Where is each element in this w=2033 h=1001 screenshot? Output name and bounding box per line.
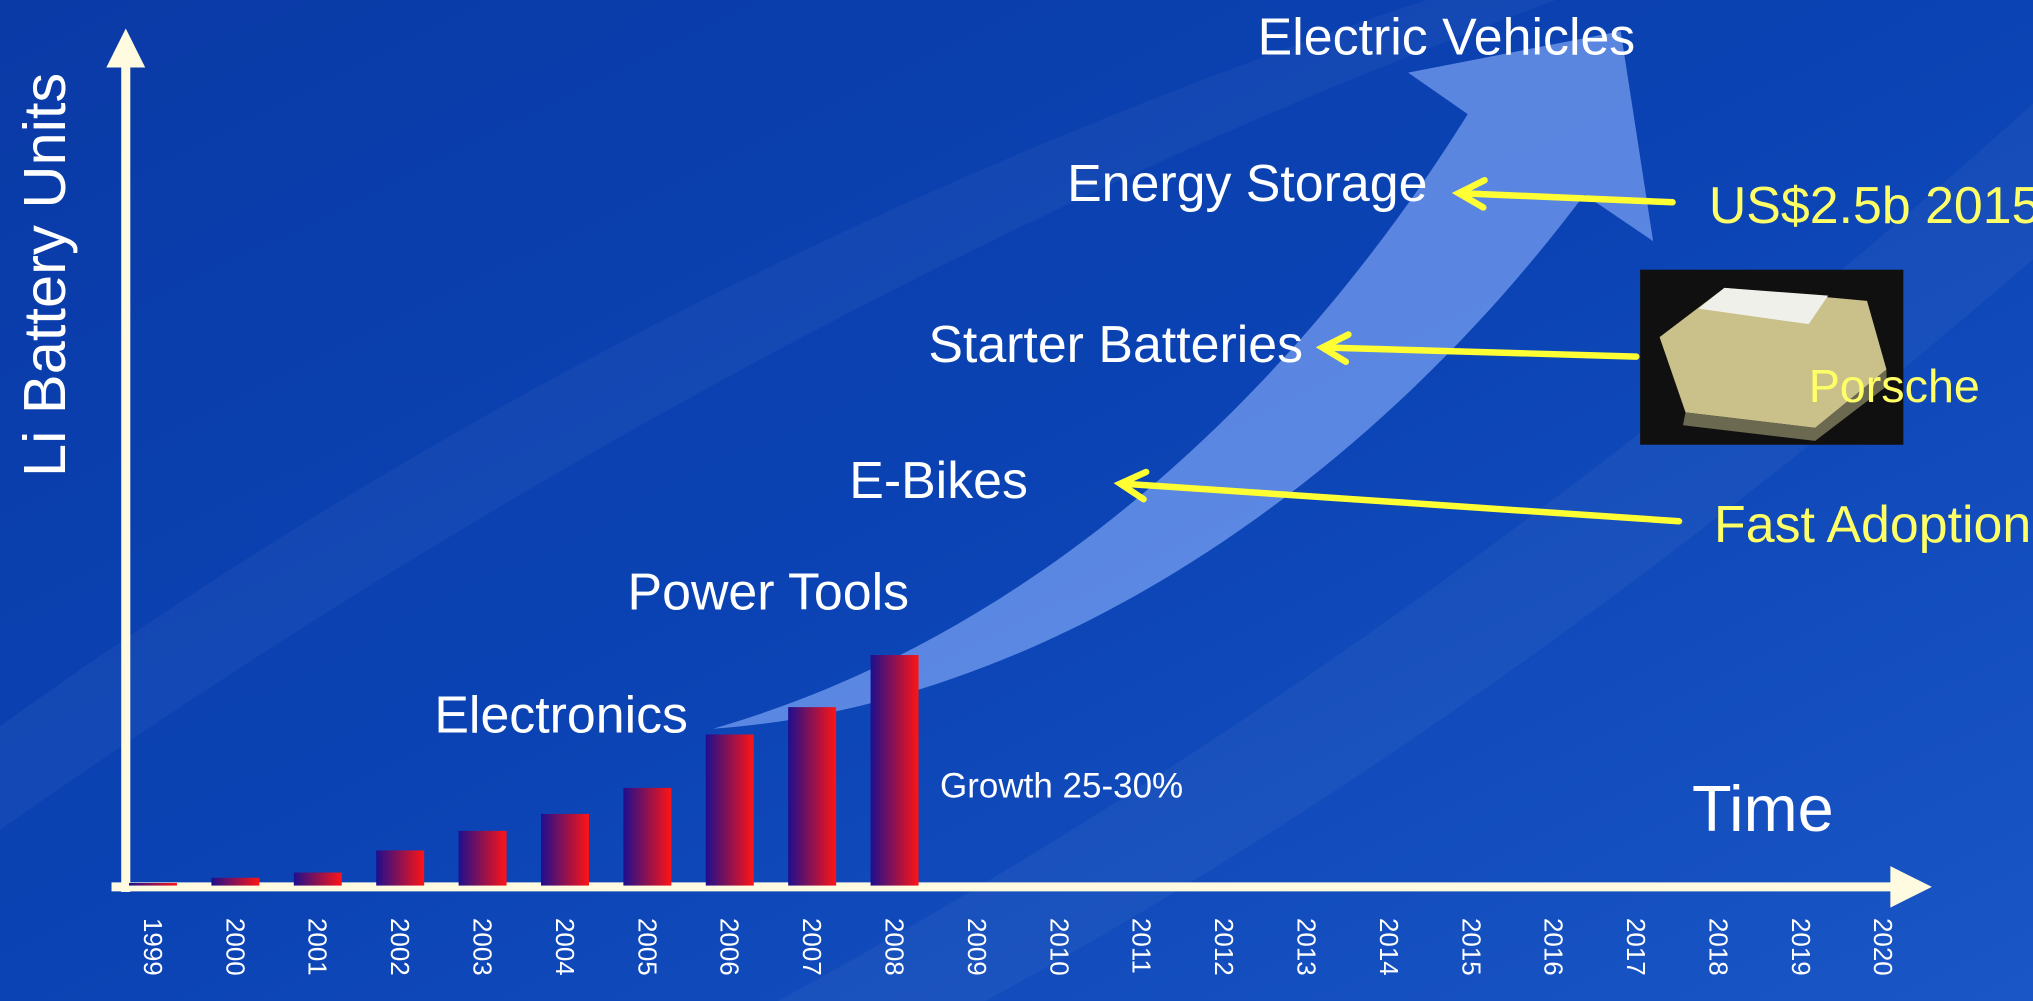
callout-arrow — [1321, 344, 1640, 360]
bar — [705, 734, 754, 886]
x-tick-label: 2019 — [1786, 918, 1814, 976]
x-tick-label: 2005 — [632, 918, 660, 976]
bar — [211, 877, 260, 886]
annotation: Energy Storage — [1067, 154, 1427, 212]
callout: Porsche — [1809, 360, 1980, 412]
x-tick-label: 2002 — [385, 918, 413, 976]
bar — [870, 655, 919, 886]
x-tick-label: 2009 — [962, 918, 990, 976]
x-tick-label: 2008 — [879, 918, 907, 976]
y-axis-label: Li Battery Units — [11, 73, 78, 477]
bar — [376, 850, 425, 886]
bar — [623, 787, 672, 886]
x-tick-label: 2018 — [1703, 918, 1731, 976]
battery-label — [1698, 287, 1829, 325]
bar — [458, 830, 507, 886]
callout-arrows — [1113, 177, 1683, 525]
x-tick-label: 2015 — [1456, 918, 1484, 976]
callout-arrowhead — [1451, 177, 1488, 211]
x-tick-label: 2013 — [1291, 918, 1319, 976]
x-tick-label: 2004 — [550, 918, 578, 976]
x-tick-label: 2020 — [1868, 918, 1896, 976]
callout-arrowhead — [1315, 331, 1352, 366]
callout-arrow — [1119, 480, 1683, 525]
annotation: Starter Batteries — [928, 315, 1303, 373]
bar — [540, 813, 589, 886]
battery-body — [1659, 287, 1887, 428]
x-axis-arrowhead — [1890, 866, 1932, 908]
x-tick-label: 2010 — [1044, 918, 1072, 976]
annotation: Electronics — [434, 686, 688, 744]
x-tick-label: 2017 — [1621, 918, 1649, 976]
battery-base — [1682, 369, 1887, 441]
growth-arrow — [713, 31, 1654, 729]
bar — [293, 872, 342, 886]
bar — [788, 707, 837, 886]
x-tick-label: 2016 — [1539, 918, 1567, 976]
callout: US$2.5b 2015 — [1709, 176, 2033, 234]
x-tick-label: 2003 — [468, 918, 496, 976]
x-tick-label: 2014 — [1374, 918, 1402, 976]
annotation: Power Tools — [628, 562, 910, 620]
x-tick-label: 2011 — [1127, 918, 1155, 974]
callout: Fast Adoption — [1714, 495, 2031, 553]
x-axis-label: Time — [1692, 772, 1834, 845]
bars — [129, 655, 919, 886]
callout-arrow — [1457, 189, 1676, 206]
bar — [129, 882, 177, 886]
x-tick-label: 1999 — [138, 918, 166, 976]
annotation: E-Bikes — [849, 451, 1028, 509]
x-tick-label: 2012 — [1209, 918, 1237, 976]
battery-photo — [1640, 269, 1904, 445]
x-tick-label: 2000 — [220, 918, 248, 976]
x-tick-label: 2007 — [797, 918, 825, 976]
callout-arrowhead — [1113, 468, 1150, 503]
x-tick-label: 2001 — [303, 918, 331, 976]
x-tick-label: 2006 — [715, 918, 743, 976]
y-axis-arrowhead — [106, 28, 146, 68]
growth-note: Growth 25-30% — [940, 766, 1183, 805]
annotation: Electric Vehicles — [1258, 7, 1636, 65]
